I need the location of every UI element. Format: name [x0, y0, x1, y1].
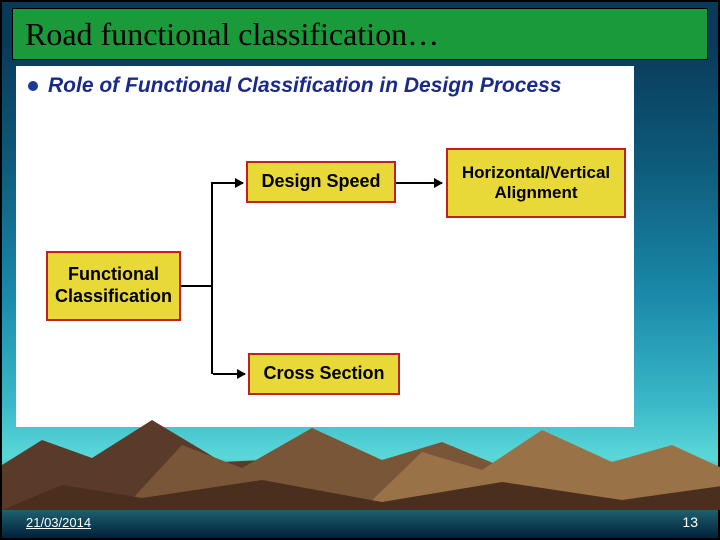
slide: Road functional classification… Role of … [0, 0, 720, 540]
title-bar: Road functional classification… [12, 8, 708, 60]
slide-title: Road functional classification… [25, 16, 439, 53]
footer-date: 21/03/2014 [26, 515, 91, 530]
connector-vertical [211, 182, 213, 374]
box-alignment: Horizontal/VerticalAlignment [446, 148, 626, 218]
box-cross-section: Cross Section [248, 353, 400, 395]
bullet-item: Role of Functional Classification in Des… [28, 74, 561, 98]
mountains-decoration [2, 390, 720, 510]
box-functional-classification: FunctionalClassification [46, 251, 181, 321]
box-design-speed: Design Speed [246, 161, 396, 203]
content-panel: Role of Functional Classification in Des… [16, 66, 634, 427]
arrow-to-alignment [396, 182, 442, 184]
arrow-to-cross-section [213, 373, 245, 375]
footer-page-number: 13 [682, 514, 698, 530]
bullet-dot-icon [28, 81, 38, 91]
arrow-to-design-speed [213, 182, 243, 184]
bullet-text: Role of Functional Classification in Des… [48, 74, 561, 98]
connector-functional-out [181, 285, 211, 287]
